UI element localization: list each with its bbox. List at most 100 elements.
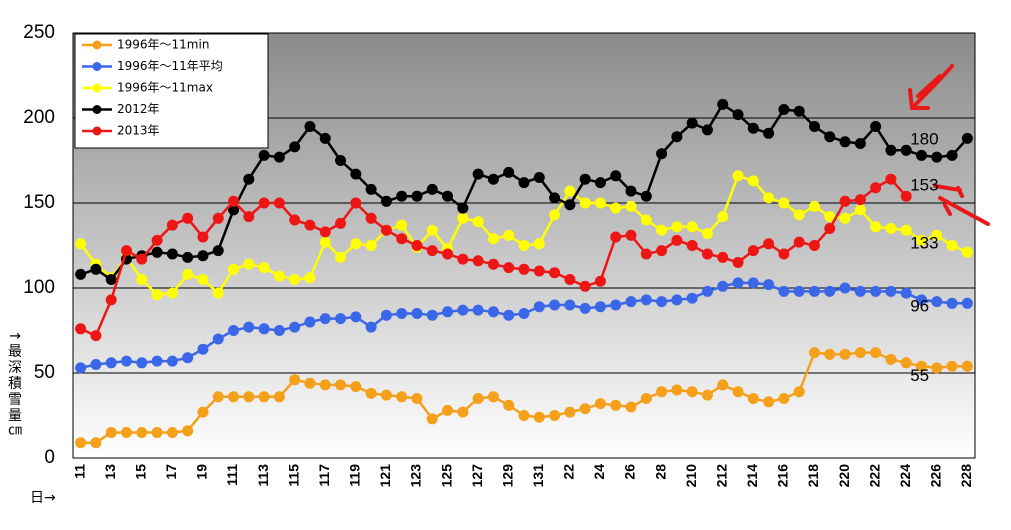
y-axis-label: ↑最深積雪量㎝ xyxy=(6,330,22,440)
data-point xyxy=(319,132,331,144)
annotation: 133 xyxy=(910,233,938,252)
data-point xyxy=(900,224,912,236)
data-point xyxy=(380,389,392,401)
data-point xyxy=(671,221,683,233)
legend-marker xyxy=(92,40,102,50)
data-point xyxy=(319,226,331,238)
annotation: 96 xyxy=(910,296,929,315)
data-point xyxy=(778,248,790,260)
data-point xyxy=(243,391,255,403)
data-point xyxy=(75,268,87,280)
x-tick-label: 210 xyxy=(683,464,699,488)
data-point xyxy=(854,347,866,359)
data-point xyxy=(885,173,897,185)
data-point xyxy=(151,427,163,438)
data-point xyxy=(365,212,377,224)
x-tick-label: 222 xyxy=(866,464,882,488)
data-point xyxy=(487,391,499,403)
data-point xyxy=(166,287,178,299)
data-point xyxy=(304,121,316,132)
data-point xyxy=(289,141,301,153)
data-point xyxy=(380,224,392,236)
data-point xyxy=(396,391,408,403)
data-point xyxy=(304,272,316,284)
data-point xyxy=(793,386,805,398)
data-point xyxy=(885,223,897,234)
data-point xyxy=(304,219,316,231)
data-point xyxy=(212,212,224,224)
data-point xyxy=(212,391,224,403)
x-tick-label: 218 xyxy=(805,464,821,488)
data-point xyxy=(625,401,637,413)
arrow-mark xyxy=(933,184,990,226)
data-point xyxy=(289,214,301,226)
data-point xyxy=(717,379,729,391)
data-point xyxy=(549,410,561,421)
data-point xyxy=(411,308,423,319)
data-point xyxy=(625,185,637,197)
data-point xyxy=(747,122,759,134)
data-point xyxy=(426,413,438,425)
data-point xyxy=(151,246,163,258)
data-point xyxy=(457,202,469,214)
data-point xyxy=(258,391,270,403)
data-point xyxy=(90,330,102,342)
data-point xyxy=(931,296,943,308)
data-point xyxy=(258,323,270,335)
data-point xyxy=(396,219,408,231)
x-tick-label: 11 xyxy=(71,464,87,479)
data-point xyxy=(640,190,652,202)
data-point xyxy=(365,240,377,251)
data-point xyxy=(396,233,408,245)
data-point xyxy=(961,360,973,372)
legend-label: 2013年 xyxy=(117,124,160,138)
data-point xyxy=(533,265,545,277)
data-point xyxy=(579,173,591,185)
data-point xyxy=(701,228,713,240)
data-point xyxy=(824,131,836,143)
data-point xyxy=(335,313,347,325)
data-point xyxy=(75,437,87,449)
data-point xyxy=(243,211,255,223)
x-tick-label: 220 xyxy=(836,464,852,488)
data-point xyxy=(304,377,316,389)
data-point xyxy=(380,309,392,321)
data-point xyxy=(365,183,377,195)
data-point xyxy=(105,294,117,306)
data-point xyxy=(854,138,866,149)
data-point xyxy=(319,379,331,391)
data-point xyxy=(228,195,240,207)
data-point xyxy=(793,236,805,248)
data-point xyxy=(564,299,576,311)
x-tick-label: 127 xyxy=(469,464,485,488)
data-point xyxy=(640,214,652,226)
data-point xyxy=(808,285,820,297)
data-point xyxy=(870,221,882,233)
data-point xyxy=(426,309,438,321)
data-point xyxy=(594,177,606,189)
data-point xyxy=(839,212,851,224)
y-tick-label: 50 xyxy=(34,362,55,383)
data-point xyxy=(487,258,499,270)
data-point xyxy=(885,285,897,297)
data-point xyxy=(870,182,882,194)
data-point xyxy=(701,248,713,260)
data-point xyxy=(594,275,606,287)
data-point xyxy=(763,279,775,291)
data-point xyxy=(747,393,759,404)
data-point xyxy=(961,297,973,309)
data-point xyxy=(870,121,882,132)
x-tick-label: 28 xyxy=(652,464,668,480)
data-point xyxy=(518,177,530,189)
data-point xyxy=(289,321,301,333)
data-point xyxy=(885,144,897,156)
x-tick-label: 13 xyxy=(102,464,118,480)
data-point xyxy=(808,240,820,251)
data-point xyxy=(900,287,912,299)
data-point xyxy=(824,223,836,234)
data-point xyxy=(946,149,958,161)
data-point xyxy=(533,301,545,313)
data-point xyxy=(182,352,194,364)
data-point xyxy=(304,316,316,328)
